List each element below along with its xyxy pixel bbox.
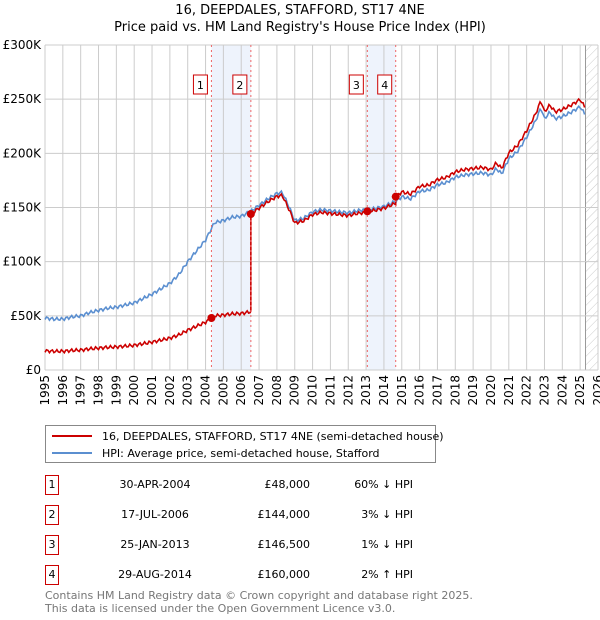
x-tick-label: 2016 bbox=[413, 375, 427, 406]
x-tick-label: 2012 bbox=[341, 375, 355, 406]
x-tick-label: 2008 bbox=[270, 375, 284, 406]
sale-label-box bbox=[348, 74, 364, 95]
sale-hpi-diff: 60% ↓ HPI bbox=[354, 478, 413, 491]
x-tick-label: 2018 bbox=[448, 375, 462, 406]
x-tick-label: 2020 bbox=[484, 375, 498, 406]
x-tick-label: 2015 bbox=[395, 375, 409, 406]
y-tick-label: £300K bbox=[3, 38, 43, 52]
chart-subtitle: Price paid vs. HM Land Registry's House … bbox=[114, 20, 486, 35]
sale-row: 2 17-JUL-2006 £144,000 3% ↓ HPI bbox=[45, 505, 445, 525]
sale-price: £144,000 bbox=[257, 508, 311, 521]
price-chart: 1995 1996 1997 1998 1999 2000 2001 2002 2003 2004… bbox=[3, 38, 600, 406]
legend-label: 16, DEEPDALES, STAFFORD, ST17 4NE (semi-… bbox=[102, 429, 444, 443]
sale-hpi-diff: 3% ↓ HPI bbox=[361, 508, 413, 521]
x-tick-label: 2017 bbox=[430, 375, 444, 406]
y-tick-label: £150K bbox=[3, 201, 43, 215]
sale-point bbox=[363, 207, 372, 216]
sale-point bbox=[207, 314, 216, 322]
x-tick-label: 2001 bbox=[145, 375, 159, 406]
y-tick-label: £250K bbox=[3, 92, 43, 106]
y-tick-label: £100K bbox=[3, 255, 43, 269]
sale-label: 2 bbox=[236, 79, 243, 92]
x-tick-label: 2009 bbox=[288, 375, 302, 406]
legend-item-hpi: HPI: Average price, semi-detached house,… bbox=[52, 445, 380, 461]
legend-item-property: 16, DEEPDALES, STAFFORD, ST17 4NE (semi-… bbox=[52, 428, 444, 444]
legend-swatch-red bbox=[52, 435, 92, 437]
x-tick-label: 2019 bbox=[466, 375, 480, 406]
sale-marker-number: 1 bbox=[45, 475, 59, 495]
sale-point bbox=[391, 192, 400, 201]
x-tick-label: 2011 bbox=[323, 375, 337, 406]
sale-date: 30-APR-2004 bbox=[119, 478, 191, 491]
x-tick-label: 1996 bbox=[56, 375, 70, 406]
sale-point bbox=[246, 210, 255, 218]
legend-label: HPI: Average price, semi-detached house,… bbox=[102, 446, 380, 460]
x-tick-label: 2026 bbox=[591, 375, 600, 406]
x-tick-label: 2025 bbox=[573, 375, 587, 406]
sale-date: 29-AUG-2014 bbox=[118, 568, 192, 581]
sale-price: £48,000 bbox=[264, 478, 311, 491]
x-tick-label: 2007 bbox=[252, 375, 266, 406]
hpi-line bbox=[44, 104, 586, 322]
x-tick-label: 2003 bbox=[181, 375, 195, 406]
sale-date: 25-JAN-2013 bbox=[120, 538, 190, 551]
x-tick-label: 2013 bbox=[359, 375, 373, 406]
sale-label: 4 bbox=[381, 79, 388, 92]
x-tick-label: 2014 bbox=[377, 375, 391, 406]
property-price-line bbox=[44, 97, 586, 355]
y-tick-label: £200K bbox=[3, 146, 43, 160]
sale-label: 3 bbox=[353, 79, 360, 92]
sale-row: 3 25-JAN-2013 £146,500 1% ↓ HPI bbox=[45, 535, 445, 555]
legend-swatch-blue bbox=[52, 452, 92, 454]
x-tick-label: 2002 bbox=[163, 375, 177, 406]
sale-row: 1 30-APR-2004 £48,000 60% ↓ HPI bbox=[45, 475, 445, 495]
sale-price: £160,000 bbox=[257, 568, 311, 581]
x-tick-label: 1995 bbox=[38, 375, 52, 406]
sale-label-box bbox=[377, 74, 393, 95]
sale-hpi-diff: 2% ↑ HPI bbox=[361, 568, 413, 581]
x-tick-label: 1997 bbox=[74, 375, 88, 406]
sale-row: 4 29-AUG-2014 £160,000 2% ↑ HPI bbox=[45, 565, 445, 585]
sale-price: £146,500 bbox=[257, 538, 311, 551]
x-tick-label: 2023 bbox=[537, 375, 551, 406]
x-tick-label: 2000 bbox=[127, 375, 141, 406]
x-tick-label: 2004 bbox=[199, 375, 213, 406]
x-tick-label: 1998 bbox=[92, 375, 106, 406]
sale-label-box bbox=[192, 74, 208, 95]
legend: 16, DEEPDALES, STAFFORD, ST17 4NE (semi-… bbox=[45, 425, 444, 463]
x-tick-label: 2021 bbox=[502, 375, 516, 406]
footer-licence: This data is licensed under the Open Gov… bbox=[45, 602, 396, 615]
x-tick-label: 2006 bbox=[234, 375, 248, 406]
sale-date: 17-JUL-2006 bbox=[121, 508, 189, 521]
sale-marker-number: 2 bbox=[45, 505, 59, 525]
x-tick-label: 2024 bbox=[555, 375, 569, 406]
sale-marker-number: 3 bbox=[45, 535, 59, 555]
sale-hpi-diff: 1% ↓ HPI bbox=[361, 538, 413, 551]
sale-marker-number: 4 bbox=[45, 565, 59, 585]
x-tick-label: 2010 bbox=[306, 375, 320, 406]
chart-title: 16, DEEPDALES, STAFFORD, ST17 4NE bbox=[175, 3, 425, 18]
footer-copyright: Contains HM Land Registry data © Crown c… bbox=[45, 589, 473, 602]
x-tick-label: 1999 bbox=[109, 375, 123, 406]
y-tick-label: £50K bbox=[10, 309, 42, 323]
x-tick-label: 2022 bbox=[520, 375, 534, 406]
sale-label: 1 bbox=[197, 79, 204, 92]
y-tick-label: £0 bbox=[26, 363, 41, 377]
sale-label-box bbox=[232, 74, 248, 95]
x-tick-label: 2005 bbox=[216, 375, 230, 406]
